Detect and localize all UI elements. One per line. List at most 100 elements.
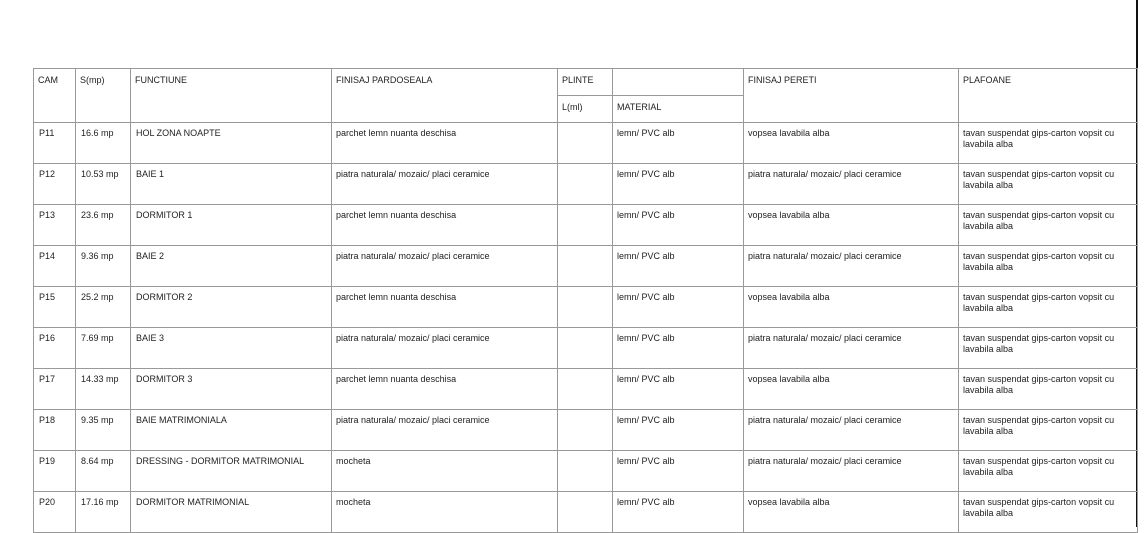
floor-finish-cell: parchet lemn nuanta deschisa	[331, 204, 558, 246]
table-row: P18 9.35 mp BAIE MATRIMONIALA piatra natura…	[33, 409, 1138, 451]
ceiling-finish-cell: tavan suspendat gips-carton vopsit cu la…	[958, 450, 1138, 492]
room-function-cell: DORMITOR 2	[130, 286, 332, 328]
header-plafoane: PLAFOANE	[958, 68, 1138, 123]
floor-finish-cell: mocheta	[331, 450, 558, 492]
floor-finish-cell: parchet lemn nuanta deschisa	[331, 368, 558, 410]
floor-finish-cell: parchet lemn nuanta deschisa	[331, 286, 558, 328]
header-row-1: CAM S(mp) FUNCTIUNE FINISAJ PARDOSEALA P…	[33, 68, 1138, 123]
room-area-cell: 9.36 mp	[75, 245, 131, 287]
ceiling-finish-cell: tavan suspendat gips-carton vopsit cu la…	[958, 327, 1138, 369]
skirting-length-cell	[557, 204, 613, 246]
skirting-length-cell	[557, 368, 613, 410]
room-area-cell: 10.53 mp	[75, 163, 131, 205]
table-row: P16 7.69 mp BAIE 3 piatra naturala/ mozaic/…	[33, 327, 1138, 369]
skirting-length-cell	[557, 286, 613, 328]
table-row: P19 8.64 mp DRESSING - DORMITOR MATRIMONIA…	[33, 450, 1138, 492]
skirting-length-cell	[557, 409, 613, 451]
room-code-cell: P11	[33, 122, 76, 164]
room-code-cell: P14	[33, 245, 76, 287]
skirting-length-cell	[557, 122, 613, 164]
room-area-cell: 7.69 mp	[75, 327, 131, 369]
table-row: P20 17.16 mp DORMITOR MATRIMONIAL mocheta le…	[33, 491, 1138, 533]
room-area-cell: 14.33 mp	[75, 368, 131, 410]
skirting-material-cell: lemn/ PVC alb	[612, 327, 744, 369]
ceiling-finish-cell: tavan suspendat gips-carton vopsit cu la…	[958, 368, 1138, 410]
header-row-2: L(ml) MATERIAL	[34, 95, 1138, 123]
room-area-cell: 25.2 mp	[75, 286, 131, 328]
table-row: P11 16.6 mp HOL ZONA NOAPTE parchet lemn nu…	[33, 122, 1138, 164]
table-row: P17 14.33 mp DORMITOR 3 parchet lemn nuanta…	[33, 368, 1138, 410]
skirting-length-cell	[557, 245, 613, 287]
floor-finish-cell: parchet lemn nuanta deschisa	[331, 122, 558, 164]
room-function-cell: DORMITOR 1	[130, 204, 332, 246]
ceiling-finish-cell: tavan suspendat gips-carton vopsit cu la…	[958, 286, 1138, 328]
floor-finish-cell: piatra naturala/ mozaic/ placi ceramice	[331, 245, 558, 287]
room-function-cell: DRESSING - DORMITOR MATRIMONIAL	[130, 450, 332, 492]
finishes-table: CAM S(mp) FUNCTIUNE FINISAJ PARDOSEALA P…	[33, 68, 1138, 533]
header-pereti: FINISAJ PERETI	[743, 68, 959, 123]
room-area-cell: 16.6 mp	[75, 122, 131, 164]
room-function-cell: BAIE 1	[130, 163, 332, 205]
skirting-material-cell: lemn/ PVC alb	[612, 409, 744, 451]
skirting-material-cell: lemn/ PVC alb	[612, 204, 744, 246]
wall-finish-cell: vopsea lavabila alba	[743, 122, 959, 164]
ceiling-finish-cell: tavan suspendat gips-carton vopsit cu la…	[958, 491, 1138, 533]
room-function-cell: BAIE 3	[130, 327, 332, 369]
room-code-cell: P12	[33, 163, 76, 205]
room-code-cell: P15	[33, 286, 76, 328]
floor-finish-cell: piatra naturala/ mozaic/ placi ceramice	[331, 327, 558, 369]
skirting-material-cell: lemn/ PVC alb	[612, 286, 744, 328]
header-material: MATERIAL	[612, 95, 744, 123]
ceiling-finish-cell: tavan suspendat gips-carton vopsit cu la…	[958, 163, 1138, 205]
skirting-length-cell	[557, 491, 613, 533]
table-row: P14 9.36 mp BAIE 2 piatra naturala/ mozaic/…	[33, 245, 1138, 287]
header-area: S(mp)	[75, 68, 131, 123]
room-code-cell: P18	[33, 409, 76, 451]
ceiling-finish-cell: tavan suspendat gips-carton vopsit cu la…	[958, 245, 1138, 287]
wall-finish-cell: piatra naturala/ mozaic/ placi ceramice	[743, 163, 959, 205]
table-row: P13 23.6 mp DORMITOR 1 parchet lemn nuanta …	[33, 204, 1138, 246]
floor-finish-cell: piatra naturala/ mozaic/ placi ceramice	[331, 163, 558, 205]
skirting-length-cell	[557, 327, 613, 369]
skirting-material-cell: lemn/ PVC alb	[612, 491, 744, 533]
header-plinte: PLINTE	[557, 68, 613, 96]
skirting-material-cell: lemn/ PVC alb	[612, 122, 744, 164]
room-code-cell: P20	[33, 491, 76, 533]
wall-finish-cell: vopsea lavabila alba	[743, 491, 959, 533]
skirting-length-cell	[557, 163, 613, 205]
room-area-cell: 23.6 mp	[75, 204, 131, 246]
wall-finish-cell: vopsea lavabila alba	[743, 286, 959, 328]
wall-finish-cell: vopsea lavabila alba	[743, 204, 959, 246]
wall-finish-cell: piatra naturala/ mozaic/ placi ceramice	[743, 327, 959, 369]
header-blank	[612, 68, 744, 96]
wall-finish-cell: piatra naturala/ mozaic/ placi ceramice	[743, 450, 959, 492]
ceiling-finish-cell: tavan suspendat gips-carton vopsit cu la…	[958, 204, 1138, 246]
skirting-material-cell: lemn/ PVC alb	[612, 163, 744, 205]
room-code-cell: P13	[33, 204, 76, 246]
table-row: P12 10.53 mp BAIE 1 piatra naturala/ mozaic…	[33, 163, 1138, 205]
header-functiune: FUNCTIUNE	[130, 68, 332, 123]
room-function-cell: BAIE 2	[130, 245, 332, 287]
room-area-cell: 8.64 mp	[75, 450, 131, 492]
room-area-cell: 17.16 mp	[75, 491, 131, 533]
room-code-cell: P16	[33, 327, 76, 369]
ceiling-finish-cell: tavan suspendat gips-carton vopsit cu la…	[958, 122, 1138, 164]
room-function-cell: HOL ZONA NOAPTE	[130, 122, 332, 164]
room-area-cell: 9.35 mp	[75, 409, 131, 451]
header-cam: CAM	[33, 68, 76, 123]
room-function-cell: BAIE MATRIMONIALA	[130, 409, 332, 451]
room-function-cell: DORMITOR MATRIMONIAL	[130, 491, 332, 533]
floor-finish-cell: piatra naturala/ mozaic/ placi ceramice	[331, 409, 558, 451]
skirting-length-cell	[557, 450, 613, 492]
header-length: L(ml)	[557, 95, 613, 123]
header-pardoseala: FINISAJ PARDOSEALA	[331, 68, 558, 123]
table-row: P15 25.2 mp DORMITOR 2 parchet lemn nuanta …	[33, 286, 1138, 328]
skirting-material-cell: lemn/ PVC alb	[612, 245, 744, 287]
room-code-cell: P19	[33, 450, 76, 492]
room-function-cell: DORMITOR 3	[130, 368, 332, 410]
ceiling-finish-cell: tavan suspendat gips-carton vopsit cu la…	[958, 409, 1138, 451]
skirting-material-cell: lemn/ PVC alb	[612, 450, 744, 492]
wall-finish-cell: vopsea lavabila alba	[743, 368, 959, 410]
wall-finish-cell: piatra naturala/ mozaic/ placi ceramice	[743, 245, 959, 287]
room-code-cell: P17	[33, 368, 76, 410]
